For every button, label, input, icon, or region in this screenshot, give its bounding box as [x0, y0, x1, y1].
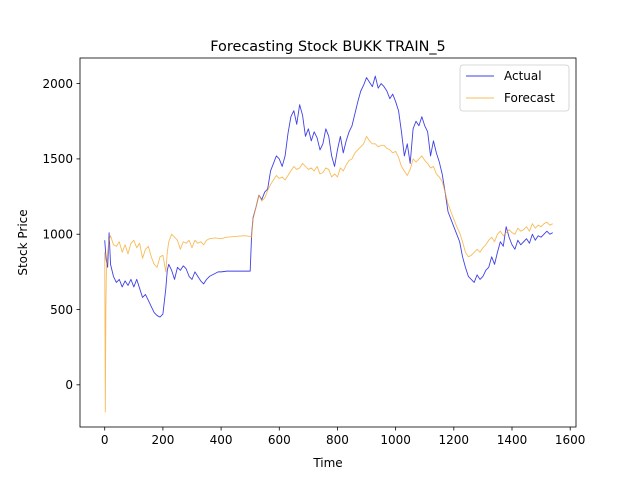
legend-label-forecast: Forecast [504, 91, 555, 105]
x-tick-label: 800 [326, 433, 349, 447]
x-tick-label: 1600 [555, 433, 586, 447]
y-tick-label: 0 [65, 378, 73, 392]
series-line-actual [104, 75, 553, 318]
series-line-forecast [104, 135, 553, 413]
x-tick-label: 1400 [497, 433, 528, 447]
legend: Actual Forecast [459, 64, 570, 112]
y-axis: 0 500 1000 1500 2000 [42, 77, 80, 392]
x-axis: 0 200 400 600 800 1000 1200 1400 1600 [101, 427, 586, 447]
x-axis-label: Time [312, 456, 342, 470]
x-tick-label: 0 [101, 433, 109, 447]
chart-title: Forecasting Stock BUKK TRAIN_5 [210, 39, 445, 55]
x-tick-label: 1200 [439, 433, 470, 447]
y-tick-label: 500 [50, 303, 73, 317]
x-tick-label: 400 [210, 433, 233, 447]
y-tick-label: 1500 [42, 152, 73, 166]
legend-label-actual: Actual [504, 69, 542, 83]
x-tick-label: 600 [268, 433, 291, 447]
y-tick-label: 1000 [42, 228, 73, 242]
x-tick-label: 200 [151, 433, 174, 447]
plot-frame [79, 57, 577, 428]
x-tick-label: 1000 [380, 433, 411, 447]
y-tick-label: 2000 [42, 77, 73, 91]
y-axis-label: Stock Price [16, 209, 30, 275]
series-layer [104, 75, 553, 413]
